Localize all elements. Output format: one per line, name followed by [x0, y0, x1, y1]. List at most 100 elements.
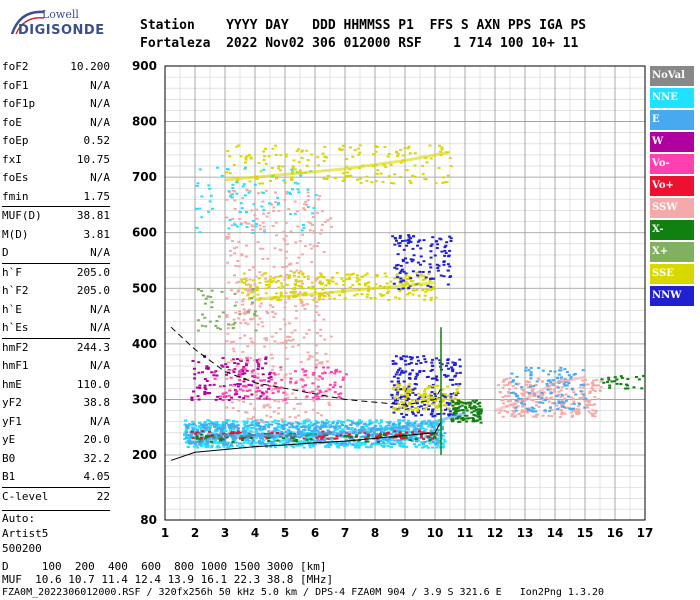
echo-point: [268, 371, 272, 374]
echo-point: [301, 282, 305, 285]
echo-point: [237, 317, 241, 320]
echo-point: [225, 377, 229, 380]
echo-point: [235, 192, 239, 195]
echo-point: [274, 276, 278, 279]
echo-point: [325, 279, 329, 282]
echo-point: [273, 439, 277, 442]
echo-point: [430, 423, 434, 426]
echo-point: [267, 380, 271, 383]
echo-point: [573, 373, 577, 376]
echo-point: [422, 260, 426, 263]
echo-point: [228, 172, 232, 175]
echo-point: [264, 189, 268, 192]
echo-point: [406, 241, 410, 244]
echo-point: [421, 442, 425, 445]
echo-point: [194, 444, 198, 447]
echo-point: [344, 373, 348, 376]
echo-point: [406, 288, 410, 291]
echo-point: [256, 389, 260, 392]
echo-point: [398, 242, 402, 245]
echo-point: [222, 385, 226, 388]
echo-point: [244, 439, 248, 442]
echo-point: [232, 424, 236, 427]
echo-point: [353, 428, 357, 431]
echo-point: [283, 276, 287, 279]
echo-point: [288, 426, 292, 429]
echo-point: [389, 163, 393, 166]
echo-point: [435, 375, 439, 378]
echo-point: [427, 397, 431, 400]
echo-point: [312, 435, 316, 438]
echo-point: [284, 340, 288, 343]
echo-point: [270, 203, 274, 206]
echo-point: [399, 176, 403, 179]
echo-point: [578, 386, 582, 389]
echo-point: [356, 178, 360, 181]
echo-point: [523, 410, 527, 413]
echo-point: [236, 385, 240, 388]
echo-point: [594, 384, 598, 387]
echo-point: [268, 180, 272, 183]
echo-point: [275, 234, 279, 237]
echo-point: [551, 402, 555, 405]
echo-point: [318, 296, 322, 299]
echo-point: [307, 423, 311, 426]
echo-point: [241, 437, 245, 440]
echo-point: [398, 442, 402, 445]
echo-point: [401, 287, 405, 290]
echo-point: [245, 222, 249, 225]
echo-point: [380, 426, 384, 429]
echo-point: [398, 234, 402, 237]
echo-point: [342, 376, 346, 379]
echo-point: [184, 434, 188, 437]
echo-point: [460, 401, 464, 404]
echo-point: [421, 278, 425, 281]
echo-point: [344, 443, 348, 446]
echo-point: [248, 278, 252, 281]
echo-point: [476, 413, 480, 416]
echo-point: [399, 282, 403, 285]
echo-point: [276, 389, 280, 392]
echo-point: [310, 287, 314, 290]
echo-point: [305, 332, 309, 335]
echo-point: [253, 314, 257, 317]
echo-point: [429, 434, 433, 437]
echo-point: [423, 294, 427, 297]
echo-point: [244, 283, 248, 286]
echo-point: [231, 384, 235, 387]
echo-point: [314, 279, 318, 282]
echo-point: [261, 182, 265, 185]
echo-point: [244, 166, 248, 169]
echo-point: [253, 183, 257, 186]
echo-point: [422, 395, 426, 398]
echo-point: [346, 171, 350, 174]
echo-point: [348, 286, 352, 289]
echo-point: [269, 353, 273, 356]
echo-point: [195, 207, 199, 210]
echo-point: [236, 430, 240, 433]
echo-point: [241, 291, 245, 294]
echo-point: [256, 293, 260, 296]
echo-point: [442, 275, 446, 278]
echo-point: [221, 439, 225, 442]
echo-point: [205, 434, 209, 437]
echo-point: [297, 284, 301, 287]
echo-point: [421, 172, 425, 175]
param-value: 3.81: [83, 227, 111, 241]
echo-point: [262, 191, 266, 194]
echo-point: [537, 367, 541, 370]
echo-point: [402, 248, 406, 251]
echo-point: [591, 382, 595, 385]
echo-point: [258, 389, 262, 392]
echo-point: [515, 399, 519, 402]
echo-point: [316, 156, 320, 159]
echo-point: [272, 410, 276, 413]
echo-point: [451, 401, 455, 404]
echo-point: [404, 437, 408, 440]
echo-point: [451, 413, 455, 416]
echo-point: [228, 389, 232, 392]
echo-point: [404, 257, 408, 260]
echo-point: [294, 305, 298, 308]
echo-point: [258, 317, 262, 320]
echo-point: [234, 391, 238, 394]
